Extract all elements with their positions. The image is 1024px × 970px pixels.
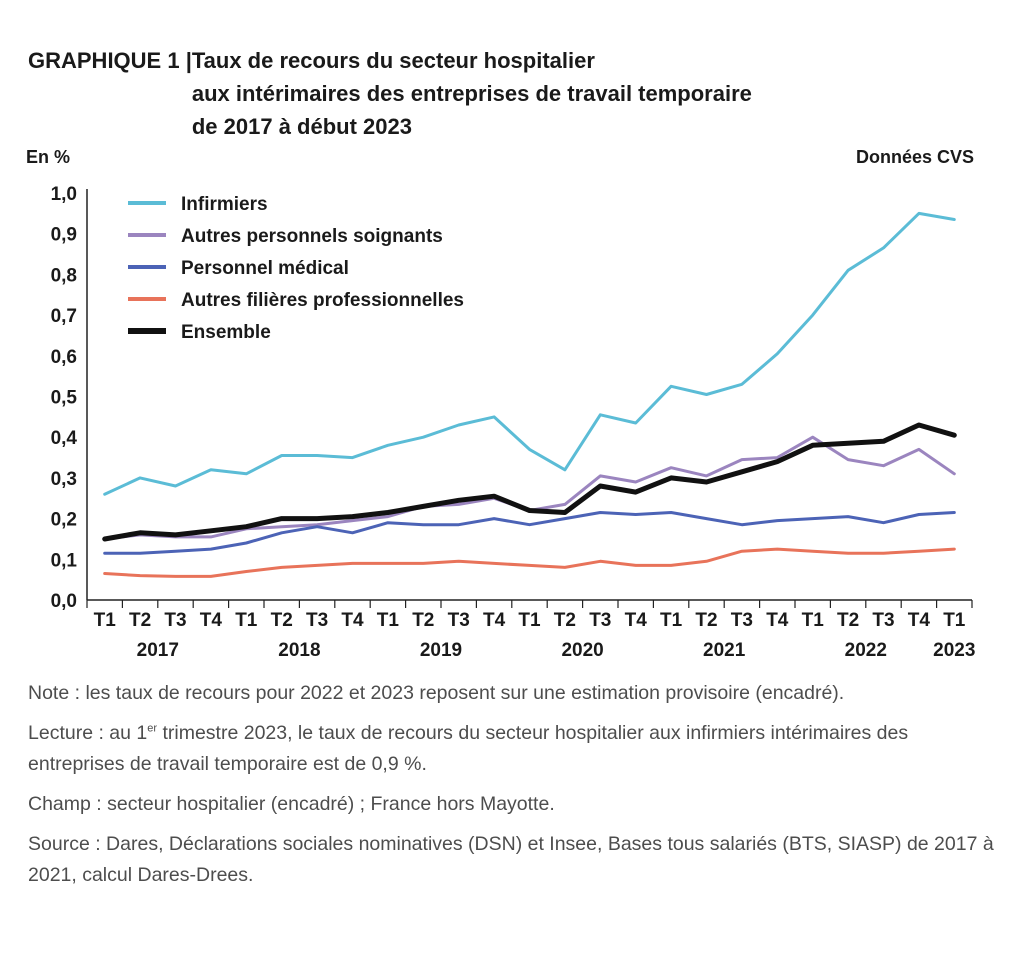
lecture-text-after: trimestre 2023, le taux de recours du se… [28,722,909,775]
y-tick-label: 0,8 [51,265,77,286]
lecture-paragraph: Lecture : au 1er trimestre 2023, le taux… [28,718,1003,780]
x-tick-label: T1 [660,610,683,631]
note-paragraph: Note : les taux de recours pour 2022 et … [28,678,1003,709]
x-tick-label: T1 [377,610,400,631]
x-year-label: 2023 [933,640,975,661]
title-prefix: GRAPHIQUE 1 | [28,48,192,73]
x-tick-label: T2 [837,610,859,631]
x-tick-label: T4 [200,610,223,631]
x-tick-label: T2 [695,610,717,631]
legend-label: Ensemble [181,322,271,343]
lecture-text-before: : au 1 [93,722,148,744]
notes-block: Note : les taux de recours pour 2022 et … [28,678,1003,900]
legend-label: Autres filières professionnelles [181,290,464,311]
x-tick-label: T2 [271,610,293,631]
x-tick-label: T3 [589,610,611,631]
y-tick-label: 0,5 [51,388,78,409]
x-year-label: 2017 [137,640,179,661]
x-tick-label: T3 [306,610,328,631]
x-tick-label: T1 [518,610,541,631]
x-tick-label: T1 [235,610,258,631]
x-tick-label: T1 [943,610,966,631]
x-year-label: 2019 [420,640,462,661]
y-tick-label: 0,2 [51,510,77,531]
x-tick-label: T1 [94,610,117,631]
y-tick-label: 0,7 [51,306,77,327]
y-unit-label: En % [26,147,71,167]
x-tick-label: T3 [872,610,894,631]
champ-label: Champ [28,793,91,815]
line-chart: 0,0 0,1 0,2 0,3 0,4 0,5 0,6 0,7 0,8 0,9 1,0 T1 T2 T3 T… [51,184,976,661]
source-text: : Dares, Déclarations sociales nominativ… [28,833,994,886]
series-line [103,511,956,555]
x-tick-label: T4 [341,610,364,631]
chart-title: GRAPHIQUE 1 | Taux de recours du secteur… [28,44,1008,143]
series-line [102,422,957,542]
series-line [103,547,956,578]
lecture-label: Lecture [28,722,94,744]
y-tick-label: 0,0 [51,591,77,612]
x-year-label: 2020 [561,640,603,661]
legend-label: Autres personnels soignants [181,226,443,247]
x-tick-label: T2 [412,610,434,631]
x-year-label: 2018 [278,640,320,661]
source-paragraph: Source : Dares, Déclarations sociales no… [28,829,1003,891]
source-label: Source [28,833,90,855]
x-tick-label: T2 [554,610,576,631]
x-tick-label: T4 [483,610,506,631]
champ-paragraph: Champ : secteur hospitalier (encadré) ; … [28,789,1003,820]
x-tick-label: T3 [731,610,753,631]
note-text: : les taux de recours pour 2022 et 2023 … [69,682,845,704]
note-label: Note [28,682,70,704]
data-type-label: Données CVS [855,147,974,167]
champ-text: : secteur hospitalier (encadré) ; France… [90,793,555,815]
title-line-1: Taux de recours du secteur hospitalier [191,48,595,73]
series-line [103,211,956,496]
title-line-3: de 2017 à début 2023 [191,114,412,139]
legend-label: Infirmiers [181,194,268,215]
y-tick-label: 0,3 [51,469,77,490]
x-tick-label: T4 [625,610,648,631]
y-tick-label: 0,1 [51,550,78,571]
x-tick-label: T2 [129,610,151,631]
x-tick-label: T3 [164,610,186,631]
y-tick-label: 0,4 [51,428,78,449]
x-tick-label: T4 [908,610,931,631]
legend-label: Personnel médical [181,258,349,279]
x-year-label: 2022 [845,640,887,661]
title-line-2: aux intérimaires des entreprises de trav… [191,81,752,106]
y-tick-label: 0,6 [51,347,77,368]
x-year-label: 2021 [703,640,746,661]
x-tick-label: T1 [802,610,825,631]
y-tick-label: 1,0 [51,184,77,205]
x-tick-label: T3 [448,610,470,631]
lecture-superscript: er [147,722,158,735]
x-tick-label: T4 [766,610,789,631]
y-tick-label: 0,9 [51,225,77,246]
